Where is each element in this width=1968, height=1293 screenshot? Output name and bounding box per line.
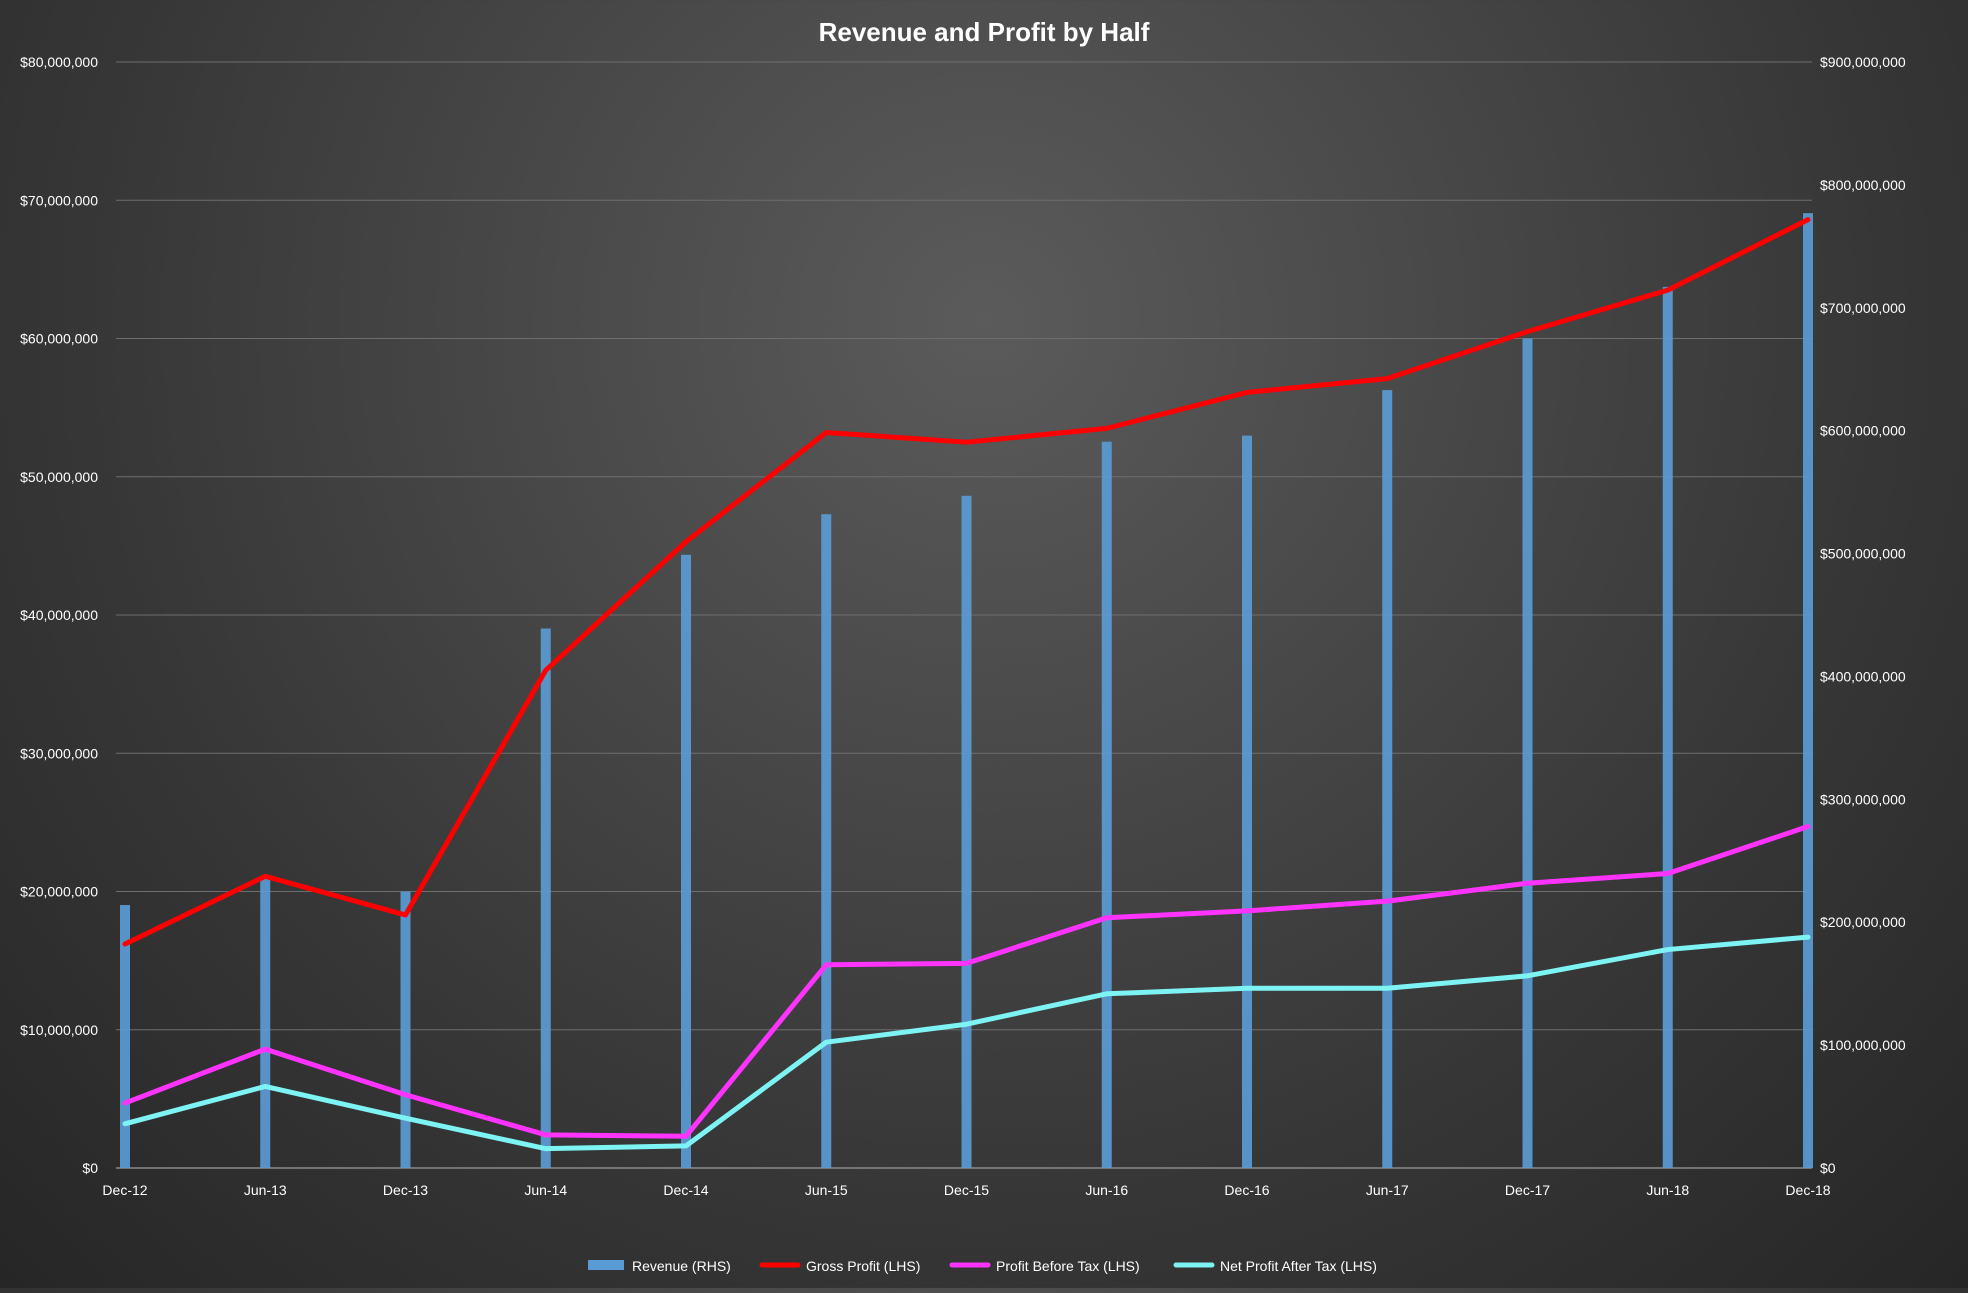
right-axis-tick-label: $600,000,000: [1820, 423, 1906, 439]
left-axis-tick-label: $10,000,000: [20, 1022, 98, 1038]
left-axis-tick-label: $60,000,000: [20, 331, 98, 347]
revenue-bar: [961, 495, 972, 1168]
right-axis-tick-label: $800,000,000: [1820, 177, 1906, 193]
revenue-bar: [1242, 435, 1252, 1168]
x-axis-tick-label: Jun-17: [1366, 1182, 1409, 1198]
x-axis-tick-label: Jun-14: [524, 1182, 567, 1198]
revenue-bar: [681, 554, 691, 1168]
right-axis-tick-label: $500,000,000: [1820, 546, 1906, 562]
x-axis-tick-label: Jun-16: [1085, 1182, 1128, 1198]
legend-label: Gross Profit (LHS): [806, 1258, 920, 1274]
x-axis-tick-label: Jun-13: [244, 1182, 287, 1198]
legend-label: Revenue (RHS): [632, 1258, 731, 1274]
x-axis-tick-label: Dec-18: [1785, 1182, 1830, 1198]
revenue-bar: [821, 514, 832, 1168]
left-axis: $0 $10,000,000 $20,000,000 $30,000,000 $40,0…: [20, 54, 98, 1176]
chart-title: Revenue and Profit by Half: [819, 17, 1150, 47]
profit-lines: [122, 217, 1811, 1152]
left-axis-tick-label: $50,000,000: [20, 469, 98, 485]
revenue-bar: [1662, 286, 1673, 1168]
x-axis-tick-label: Jun-15: [805, 1182, 848, 1198]
x-axis-tick-label: Dec-15: [944, 1182, 989, 1198]
x-axis-tick-label: Dec-12: [102, 1182, 147, 1198]
x-axis-tick-label: Jun-18: [1646, 1182, 1689, 1198]
legend: Revenue (RHS) Gross Profit (LHS) Profit Be…: [588, 1258, 1377, 1274]
left-axis-tick-label: $0: [82, 1160, 98, 1176]
revenue-bar: [1382, 390, 1393, 1168]
right-axis: $0 $100,000,000 $200,000,000 $300,000,000 $4…: [1820, 54, 1906, 1176]
revenue-bar: [540, 628, 551, 1168]
left-axis-tick-label: $20,000,000: [20, 884, 98, 900]
right-axis-tick-label: $100,000,000: [1820, 1037, 1906, 1053]
revenue-bar: [1803, 213, 1813, 1169]
left-axis-tick-label: $70,000,000: [20, 192, 98, 208]
revenue-bar: [260, 876, 271, 1168]
revenue-bars: [120, 213, 1813, 1169]
x-axis-tick-label: Dec-16: [1224, 1182, 1269, 1198]
right-axis-tick-label: $700,000,000: [1820, 300, 1906, 316]
revenue-bar: [120, 905, 130, 1168]
right-axis-tick-label: $0: [1820, 1160, 1836, 1176]
series-line: [122, 217, 1811, 947]
x-axis-tick-label: Dec-14: [663, 1182, 708, 1198]
series-line: [122, 824, 1811, 1139]
right-axis-tick-label: $300,000,000: [1820, 791, 1906, 807]
right-axis-tick-label: $200,000,000: [1820, 914, 1906, 930]
legend-label: Profit Before Tax (LHS): [996, 1258, 1140, 1274]
revenue-bar: [1101, 441, 1112, 1168]
right-axis-tick-label: $400,000,000: [1820, 668, 1906, 684]
x-axis: Dec-12 Jun-13 Dec-13 Jun-14 Dec-14 Jun-15 Dec-…: [102, 1182, 1830, 1198]
left-axis-tick-label: $30,000,000: [20, 745, 98, 761]
revenue-bar: [1522, 338, 1533, 1168]
legend-swatch-bar: [588, 1260, 624, 1270]
x-axis-tick-label: Dec-17: [1505, 1182, 1550, 1198]
x-axis-tick-label: Dec-13: [383, 1182, 428, 1198]
right-axis-tick-label: $900,000,000: [1820, 54, 1906, 70]
left-axis-tick-label: $80,000,000: [20, 54, 98, 70]
revenue-bar: [400, 891, 411, 1168]
left-axis-tick-label: $40,000,000: [20, 607, 98, 623]
series-line: [122, 934, 1811, 1152]
legend-label: Net Profit After Tax (LHS): [1220, 1258, 1377, 1274]
